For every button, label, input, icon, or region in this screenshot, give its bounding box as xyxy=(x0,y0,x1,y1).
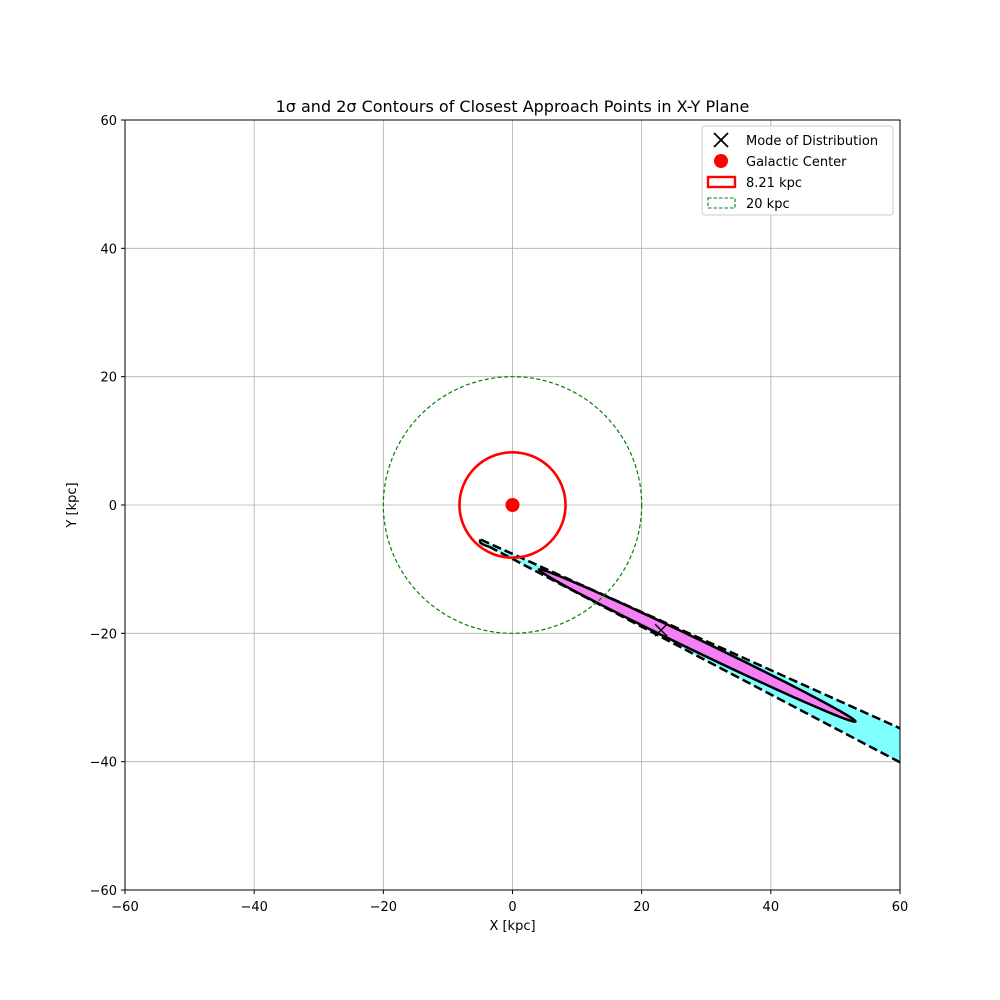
x-tick-label: −60 xyxy=(111,900,138,915)
contour-2sigma-tip xyxy=(478,538,490,548)
legend-20-kpc-icon xyxy=(707,197,736,209)
mode-marker xyxy=(654,623,668,637)
y-tick-label: 40 xyxy=(100,242,117,257)
x-tick-label: −40 xyxy=(240,900,267,915)
legend-label: Galactic Center xyxy=(746,155,847,170)
x-tick-label: 40 xyxy=(763,900,780,915)
chart-title: 1σ and 2σ Contours of Closest Approach P… xyxy=(276,97,750,116)
contour-1sigma xyxy=(537,568,857,723)
legend: Mode of Distribution Galactic Center 8.21 … xyxy=(701,125,894,216)
y-tick-label: −20 xyxy=(90,627,117,642)
x-tick-label: −20 xyxy=(370,900,397,915)
galactic-center-marker xyxy=(505,498,520,512)
data-layer xyxy=(382,376,900,764)
contour-2sigma-edge xyxy=(480,538,900,730)
legend-frame xyxy=(701,125,894,216)
legend-label: 20 kpc xyxy=(746,197,790,212)
legend-8-21-kpc-icon xyxy=(706,175,737,189)
legend-mode-icon xyxy=(713,132,729,148)
y-tick-label: 0 xyxy=(109,499,117,514)
legend-label: Mode of Distribution xyxy=(746,134,878,149)
x-tick-label: 0 xyxy=(508,900,516,915)
y-tick-label: 20 xyxy=(100,371,117,386)
x-axis-label: X [kpc] xyxy=(489,919,535,934)
x-tick-label: 60 xyxy=(892,900,909,915)
y-axis-label: Y [kpc] xyxy=(65,482,80,528)
legend-galactic-center-icon xyxy=(714,154,728,168)
y-tick-label: −60 xyxy=(90,884,117,899)
x-tick-label: 20 xyxy=(633,900,650,915)
mode-marker-stroke xyxy=(654,623,668,637)
legend-label: 8.21 kpc xyxy=(746,176,802,191)
circle-20-kpc xyxy=(382,376,643,634)
circle-8-21-kpc xyxy=(458,451,567,559)
y-tick-label: −40 xyxy=(90,756,117,771)
y-tick-label: 60 xyxy=(100,114,117,129)
ticks: −60 −40 −20 0 20 40 60 −60 −40 −20 0 20 40 60 xyxy=(90,114,909,915)
